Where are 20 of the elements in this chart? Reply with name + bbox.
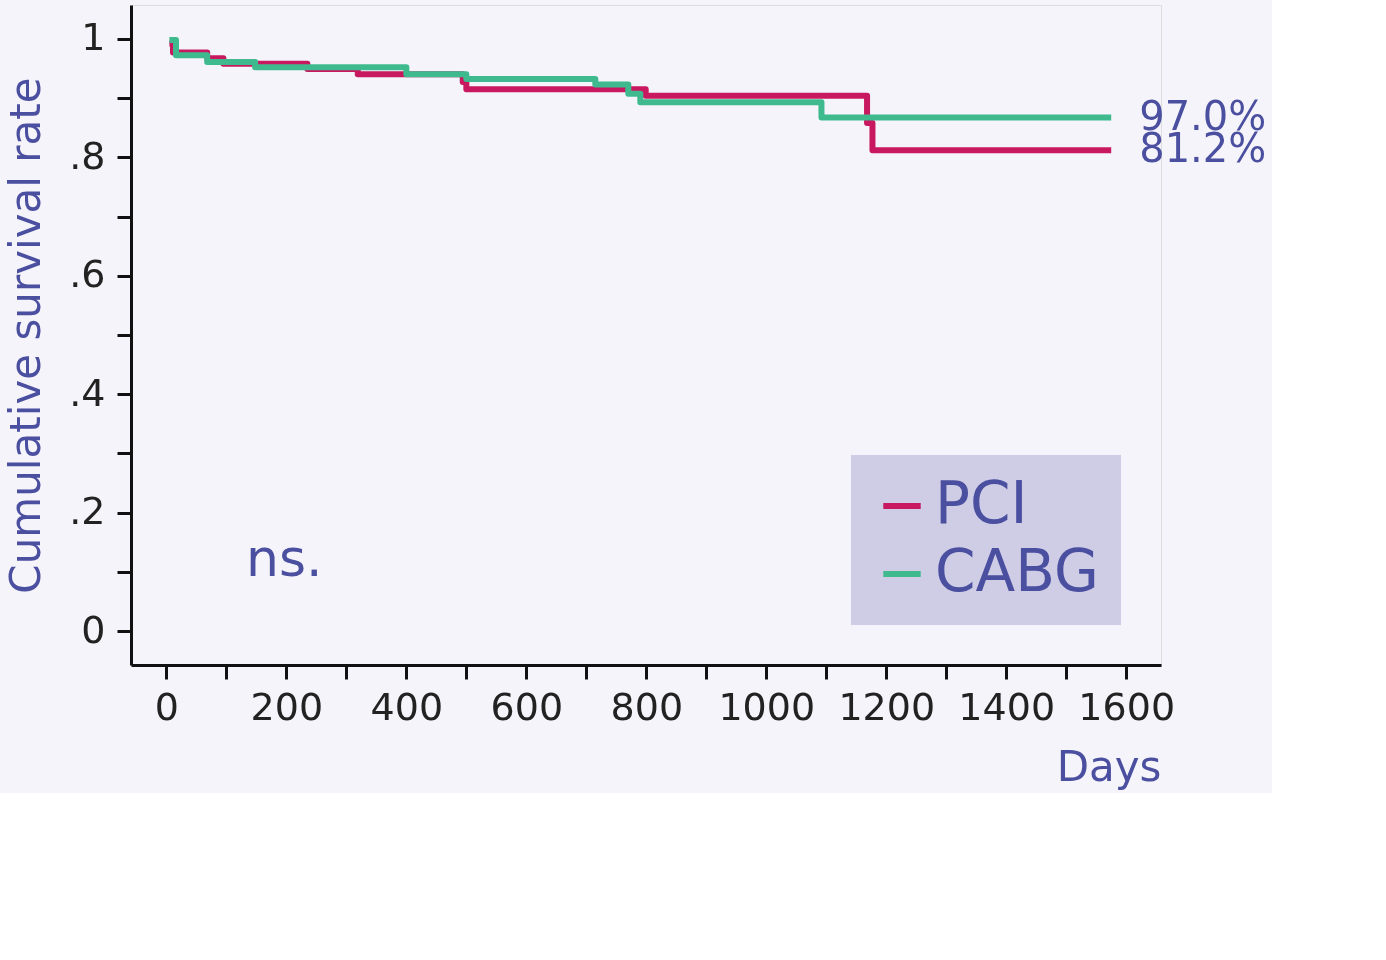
x-tick-label: 400 [370,684,444,729]
y-tick-label: .4 [69,370,106,415]
y-tick-label: 1 [81,15,106,60]
y-tick-label: .8 [69,133,106,178]
y-tick-label: 0 [81,607,106,652]
y-axis-title: Cumulative survival rate [1,77,51,594]
x-tick-label: 1400 [958,684,1056,729]
x-tick-label: 0 [154,684,179,729]
x-tick-label: 1200 [838,684,936,729]
x-tick-label: 1000 [718,684,816,729]
x-tick-label: 200 [250,684,324,729]
x-tick-label: 1600 [1078,684,1176,729]
y-tick-label: .2 [69,489,106,534]
legend-label: PCI [935,469,1028,537]
y-tick-label: .6 [69,252,106,297]
x-tick-label: 800 [610,684,684,729]
x-axis-title: Days [1056,741,1162,791]
x-tick-label: 600 [490,684,564,729]
annotation: ns. [246,528,323,588]
legend-label: CABG [935,537,1099,605]
